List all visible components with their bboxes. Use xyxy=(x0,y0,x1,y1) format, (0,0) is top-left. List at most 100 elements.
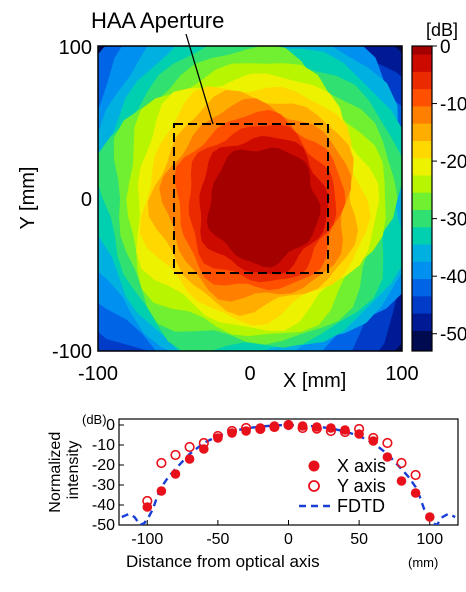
map-frame xyxy=(97,45,403,352)
y-axis-point xyxy=(269,421,280,433)
plot-y-axis-label-line1: Normalized xyxy=(47,432,64,513)
x-axis-point xyxy=(156,486,167,496)
plot-x-axis-unit: (mm) xyxy=(408,555,438,570)
colorbar-band xyxy=(412,210,432,228)
colorbar-bands xyxy=(412,46,432,352)
y-axis-point xyxy=(142,495,153,507)
x-axis-point xyxy=(184,454,195,464)
x-axis-point xyxy=(368,436,379,446)
colorbar-band xyxy=(412,106,432,125)
legend-fdtd-label: FDTD xyxy=(337,496,385,516)
y-axis-point xyxy=(297,422,308,434)
map-x-axis-label: X [mm] xyxy=(283,370,346,392)
x-axis-point xyxy=(170,469,181,479)
colorbar-tick-label: 0 xyxy=(440,37,451,58)
plot-y-axis-label: Normalized intensity xyxy=(47,427,82,512)
colorbar-ticks: 0 -10 -20 -30 -40 -50 xyxy=(432,37,466,346)
map-y-ticks: 100 0 -100 xyxy=(52,37,92,363)
y-axis-point xyxy=(212,430,223,442)
map-x-tick: 100 xyxy=(385,363,418,385)
y-axis-point xyxy=(241,422,252,434)
map-y-tick: 0 xyxy=(81,189,92,211)
y-axis-point xyxy=(226,425,238,437)
legend-y-axis-label: Y axis xyxy=(337,476,386,496)
annotation-leader-line xyxy=(185,33,214,125)
colorbar-band xyxy=(412,330,432,352)
colorbar-band xyxy=(412,46,432,56)
legend-x-axis-marker xyxy=(308,460,320,472)
legend-y-axis-marker xyxy=(308,480,320,492)
x-axis-point xyxy=(396,476,407,486)
map-y-tick: 100 xyxy=(59,37,92,59)
plot-ticks: -100 -50 0 50 100 0 -10 -20 -30 -40 -50 xyxy=(92,417,443,548)
x-axis-point xyxy=(283,420,294,430)
colorbar-tick-label: -30 xyxy=(440,210,466,231)
colorbar-band xyxy=(412,175,432,194)
colorbar-tick-label: -40 xyxy=(440,267,466,288)
plot-y-axis-unit: (dB) xyxy=(82,412,107,427)
colorbar-band xyxy=(412,227,432,246)
plot-y-tick-label: -30 xyxy=(92,477,115,494)
colorbar-band xyxy=(412,261,432,280)
contour-band xyxy=(206,147,321,268)
y-axis-point xyxy=(396,457,407,469)
y-axis-point xyxy=(368,432,379,444)
colorbar-band xyxy=(412,279,432,297)
plot-y-axis-label-line2: intensity xyxy=(65,441,82,500)
profile-plot: -100 -50 0 50 100 0 -10 -20 -30 -40 -50 X axis Y a… xyxy=(47,412,459,571)
plot-y-tick-label: 0 xyxy=(106,417,115,434)
map-contours xyxy=(98,46,402,351)
x-axis-point xyxy=(326,423,336,433)
colorbar-band xyxy=(412,192,432,211)
colorbar-band xyxy=(412,89,432,107)
colorbar-band xyxy=(412,123,432,142)
annotation-label: HAA Aperture xyxy=(91,8,224,33)
x-axis-point xyxy=(425,512,435,522)
plot-y-tick-label: -50 xyxy=(92,517,115,534)
colorbar-tick-label: -10 xyxy=(440,95,466,116)
colorbar-band xyxy=(412,54,432,73)
colorbar-frame xyxy=(411,45,433,352)
map-x-tick: -100 xyxy=(78,363,118,385)
y-axis-point xyxy=(311,423,322,434)
y-axis-point xyxy=(339,426,351,438)
aperture-box xyxy=(173,123,329,274)
colorbar: 0 -10 -20 -30 -40 -50 [dB] xyxy=(411,20,466,352)
colorbar-tick-label: -20 xyxy=(440,152,466,173)
plot-x-tick-label: -50 xyxy=(206,531,229,548)
plot-y-tick-label: -40 xyxy=(92,497,115,514)
plot-x-tick-label: 100 xyxy=(416,531,443,548)
plot-y-tick-label: -10 xyxy=(92,437,115,454)
colorbar-band xyxy=(412,313,432,332)
y-axis-point xyxy=(255,423,266,435)
y-axis-point xyxy=(198,437,209,449)
colorbar-band xyxy=(412,158,432,176)
plot-x-tick-label: -100 xyxy=(131,531,163,548)
colorbar-unit: [dB] xyxy=(426,20,458,40)
map-y-tick: -100 xyxy=(52,341,92,363)
plot-series xyxy=(121,419,456,525)
colorbar-tick-label: -50 xyxy=(440,325,466,346)
x-axis-point xyxy=(241,426,251,436)
plot-x-tick-label: 0 xyxy=(284,531,293,548)
colorbar-band xyxy=(412,296,432,315)
y-axis-point xyxy=(410,469,421,481)
plot-y-tick-label: -20 xyxy=(92,457,115,474)
legend: X axis Y axis FDTD xyxy=(299,456,386,516)
map-x-ticks: -100 0 100 xyxy=(78,363,419,385)
colorbar-band xyxy=(412,71,432,90)
field-map: HAA Aperture -100 0 100 X [mm] 100 0 -10… xyxy=(17,8,466,392)
colorbar-band xyxy=(412,244,432,263)
map-y-axis-label: Y [mm] xyxy=(17,167,39,230)
y-axis-point xyxy=(382,437,393,449)
plot-x-axis-label: Distance from optical axis xyxy=(126,552,320,571)
plot-frame xyxy=(118,418,459,526)
plot-x-tick-label: 50 xyxy=(350,531,368,548)
y-axis-point xyxy=(283,419,294,431)
map-x-tick: 0 xyxy=(244,363,255,385)
colorbar-band xyxy=(412,141,432,159)
y-axis-point xyxy=(354,423,365,435)
y-axis-point xyxy=(156,457,167,469)
y-axis-point xyxy=(184,441,195,453)
